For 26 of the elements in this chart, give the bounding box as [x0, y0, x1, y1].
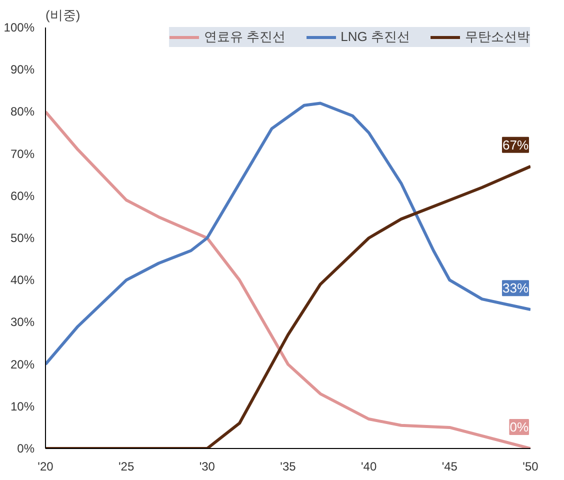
- line-series: [46, 102, 530, 366]
- y-tick-label: 50%: [10, 231, 35, 245]
- x-tick-label: '40: [361, 460, 377, 474]
- data-label: 0%: [510, 420, 529, 434]
- x-tick-label: '50: [522, 460, 539, 474]
- y-tick-label: 40%: [10, 273, 35, 288]
- data-label: 67%: [502, 137, 529, 152]
- y-axis-title: (비중): [46, 8, 80, 22]
- y-tick-label: 80%: [10, 104, 35, 119]
- y-tick-label: 100%: [4, 20, 35, 34]
- y-tick-label: 30%: [10, 315, 35, 330]
- legend-label: 무탄소선박: [465, 28, 530, 46]
- y-tick-label: 0%: [17, 442, 35, 456]
- x-tick-label: '35: [280, 460, 296, 474]
- legend-label: 연료유 추진선: [204, 28, 286, 46]
- y-tick-label: 60%: [10, 188, 35, 203]
- y-tick-label: 20%: [10, 357, 35, 372]
- y-tick-label: 70%: [10, 146, 35, 161]
- x-tick-label: '20: [38, 460, 54, 474]
- x-tick-label: '30: [199, 460, 216, 474]
- x-tick-label: '45: [442, 460, 458, 474]
- y-tick-label: 90%: [10, 62, 35, 77]
- y-tick-label: 10%: [10, 399, 35, 414]
- legend-label: LNG 추진선: [340, 28, 410, 46]
- x-tick-label: '25: [118, 460, 134, 474]
- data-label: 33%: [502, 280, 529, 296]
